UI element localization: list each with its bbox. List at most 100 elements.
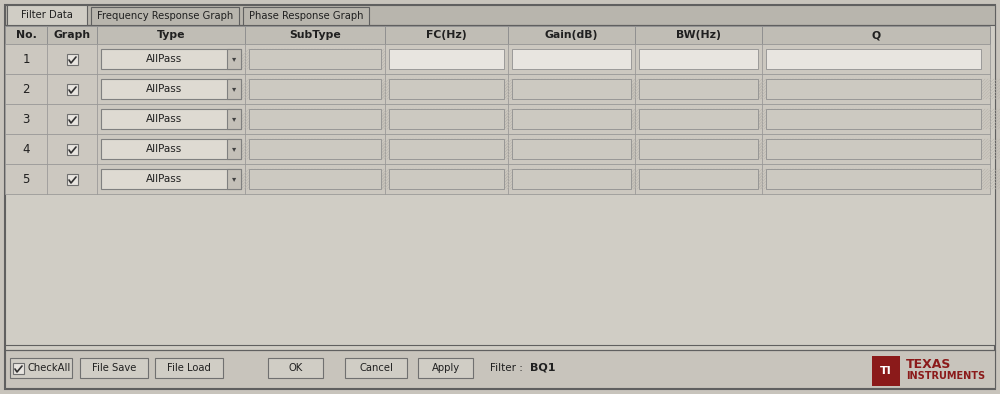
Bar	[512, 79, 631, 99]
Bar	[418, 358, 473, 378]
Bar	[155, 358, 223, 378]
Bar	[385, 44, 508, 74]
Bar	[5, 350, 995, 388]
Bar	[5, 74, 990, 104]
Bar	[101, 169, 241, 189]
Text: File Save: File Save	[92, 363, 136, 373]
Bar	[249, 79, 381, 99]
Bar	[5, 25, 995, 345]
Bar	[97, 74, 245, 104]
Bar	[97, 44, 245, 74]
Bar	[389, 109, 504, 129]
Bar	[245, 26, 385, 44]
Bar	[47, 74, 97, 104]
Text: FC(Hz): FC(Hz)	[426, 30, 467, 40]
Text: ▾: ▾	[232, 175, 236, 184]
Bar	[639, 79, 758, 99]
Bar	[635, 44, 762, 74]
Text: 2: 2	[22, 82, 30, 95]
Bar	[385, 74, 508, 104]
Bar	[512, 109, 631, 129]
Bar	[227, 169, 241, 189]
Bar	[67, 84, 78, 95]
Bar	[97, 104, 245, 134]
Bar	[389, 79, 504, 99]
Bar	[91, 7, 239, 25]
Bar	[512, 49, 631, 69]
Bar	[227, 49, 241, 69]
Bar	[97, 164, 245, 194]
Bar	[639, 49, 758, 69]
Bar	[635, 74, 762, 104]
Text: Filter Data: Filter Data	[21, 10, 73, 20]
Bar	[5, 104, 990, 134]
Bar	[101, 79, 241, 99]
Bar	[5, 104, 47, 134]
Bar	[249, 49, 381, 69]
Bar	[766, 139, 981, 159]
Text: AllPass: AllPass	[146, 174, 182, 184]
Bar	[766, 49, 981, 69]
Text: Phase Response Graph: Phase Response Graph	[249, 11, 363, 21]
Bar	[5, 134, 47, 164]
Bar	[508, 26, 635, 44]
Bar	[635, 26, 762, 44]
Bar	[508, 104, 635, 134]
Text: 3: 3	[22, 113, 30, 126]
Bar	[385, 104, 508, 134]
Text: 4: 4	[22, 143, 30, 156]
Bar	[345, 358, 407, 378]
Bar	[227, 79, 241, 99]
Bar	[249, 139, 381, 159]
Text: ▾: ▾	[232, 115, 236, 123]
Bar	[227, 139, 241, 159]
Bar	[80, 358, 148, 378]
Text: 5: 5	[22, 173, 30, 186]
Bar	[245, 164, 385, 194]
Text: 1: 1	[22, 52, 30, 65]
Bar	[385, 134, 508, 164]
Text: File Load: File Load	[167, 363, 211, 373]
Bar	[639, 169, 758, 189]
Bar	[762, 44, 990, 74]
Bar	[249, 109, 381, 129]
Bar	[766, 139, 981, 159]
Bar	[512, 79, 631, 99]
Bar	[5, 164, 47, 194]
Bar	[7, 5, 87, 25]
Bar	[508, 44, 635, 74]
Bar	[512, 169, 631, 189]
Bar	[245, 44, 385, 74]
Bar	[47, 44, 97, 74]
Bar	[67, 144, 78, 155]
Bar	[389, 139, 504, 159]
Text: CheckAll: CheckAll	[27, 363, 71, 373]
Bar	[639, 139, 758, 159]
Bar	[762, 134, 990, 164]
Text: Filter :: Filter :	[490, 363, 523, 373]
Text: OK: OK	[288, 363, 303, 373]
Bar	[67, 174, 78, 185]
Bar	[5, 26, 47, 44]
Bar	[766, 169, 981, 189]
Text: BW(Hz): BW(Hz)	[676, 30, 721, 40]
Bar	[249, 169, 381, 189]
Bar	[245, 134, 385, 164]
Text: ▾: ▾	[232, 84, 236, 93]
Bar	[635, 134, 762, 164]
Bar	[766, 79, 981, 99]
Bar	[47, 26, 97, 44]
Text: TEXAS: TEXAS	[906, 357, 951, 370]
Text: No.: No.	[16, 30, 36, 40]
Bar	[5, 134, 990, 164]
Bar	[249, 169, 381, 189]
Bar	[512, 109, 631, 129]
Bar	[766, 169, 981, 189]
Bar	[389, 139, 504, 159]
Bar	[227, 109, 241, 129]
Bar	[512, 139, 631, 159]
Text: Q: Q	[871, 30, 881, 40]
Bar	[249, 139, 381, 159]
Bar	[766, 109, 981, 129]
Bar	[243, 7, 369, 25]
